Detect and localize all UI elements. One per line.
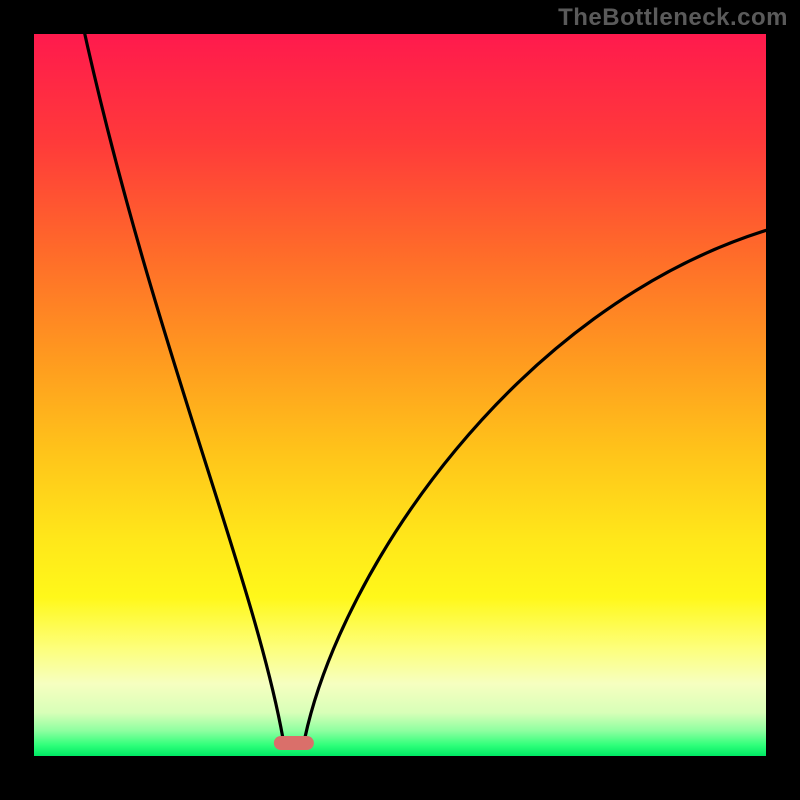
plot-background (34, 34, 766, 756)
chart-container: TheBottleneck.com (0, 0, 800, 800)
watermark-text: TheBottleneck.com (558, 4, 788, 32)
optimal-point-marker (274, 736, 314, 750)
bottleneck-chart-svg (0, 0, 800, 800)
